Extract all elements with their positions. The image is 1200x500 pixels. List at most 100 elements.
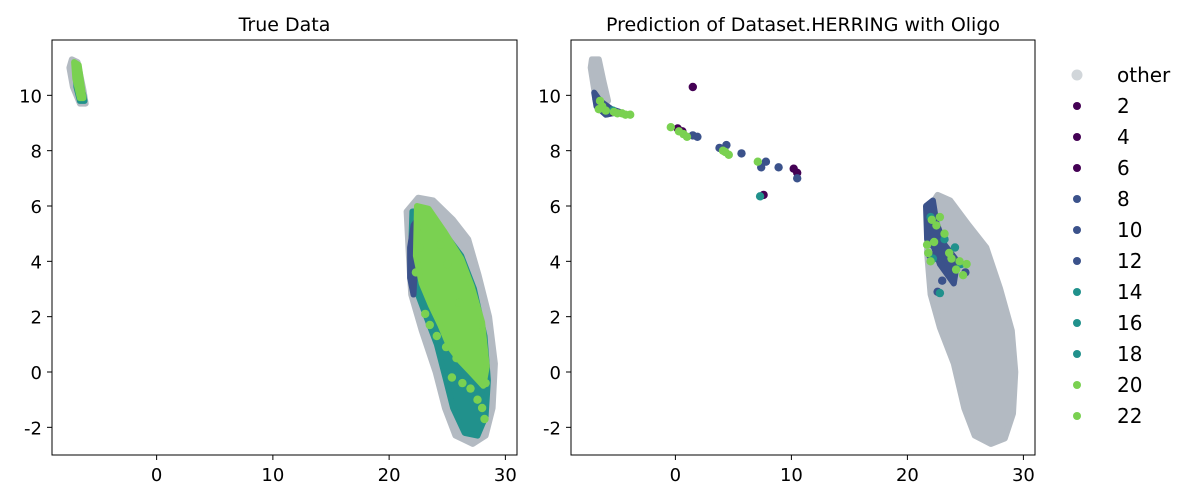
y-tick-label: 0 (31, 363, 42, 384)
data-point-20 (411, 268, 421, 277)
data-point-12 (938, 276, 947, 285)
data-point-20 (447, 373, 457, 382)
data-point-22 (945, 248, 954, 258)
legend-marker-6 (1073, 164, 1081, 172)
data-point-20 (666, 123, 675, 132)
legend-marker-22 (1073, 412, 1081, 420)
data-point-14 (950, 243, 960, 252)
legend-label-6: 6 (1117, 156, 1130, 180)
legend-label-4: 4 (1117, 125, 1130, 149)
y-tick-label: 10 (538, 86, 561, 107)
data-point-20 (926, 257, 935, 266)
point-cloud-20 (412, 203, 490, 389)
data-point-20 (940, 229, 949, 238)
legend-label-16: 16 (1117, 311, 1142, 335)
y-tick-label: 6 (31, 197, 42, 218)
data-point-20 (481, 378, 490, 388)
plot-area (587, 56, 1019, 447)
data-point-22 (929, 237, 939, 247)
data-point-20 (75, 85, 85, 95)
legend-label-12: 12 (1117, 249, 1142, 273)
y-tick-label: -2 (543, 418, 561, 439)
data-point-20 (962, 259, 971, 269)
y-tick-label: 2 (31, 308, 42, 329)
data-point-8 (793, 174, 802, 183)
legend-marker-20 (1073, 381, 1081, 389)
legend-label-18: 18 (1117, 342, 1142, 366)
data-point-20 (753, 157, 762, 166)
x-tick-label: 0 (670, 465, 681, 486)
data-point-20 (432, 331, 441, 341)
data-point-22 (927, 215, 936, 224)
chart-title: True Data (238, 14, 331, 36)
y-tick-label: 4 (550, 252, 561, 273)
legend-label-22: 22 (1117, 404, 1142, 428)
y-tick-label: 8 (31, 142, 42, 163)
y-tick-label: 4 (31, 252, 42, 273)
data-point-20 (477, 403, 487, 413)
legend-marker-18 (1073, 350, 1081, 358)
data-point-22 (721, 147, 730, 157)
legend-marker-2 (1073, 102, 1081, 110)
data-point-22 (594, 105, 603, 114)
data-point-20 (601, 106, 610, 115)
data-point-22 (621, 110, 630, 119)
plot-area (66, 56, 498, 447)
data-point-20 (922, 240, 932, 249)
axes-frame (570, 39, 1036, 456)
data-point-22 (613, 109, 622, 118)
axes-frame (51, 39, 518, 456)
legend-label-20: 20 (1117, 373, 1142, 397)
legend-label-2: 2 (1117, 94, 1130, 118)
data-point-20 (682, 132, 692, 141)
legend-marker-10 (1073, 226, 1081, 234)
data-point-20 (436, 240, 445, 249)
y-tick-label: 6 (550, 197, 561, 218)
data-point-other (931, 276, 940, 285)
data-point-20 (421, 309, 430, 319)
data-point-8 (693, 132, 702, 141)
legend-marker-8 (1073, 195, 1081, 203)
data-point-20 (473, 395, 482, 404)
prediction-panel: 0 10 20 30 -2 0 2 4 6 8 10 Prediction of Dataset.HE… (538, 14, 1036, 486)
data-point-14 (755, 192, 765, 201)
data-point-20 (441, 342, 451, 352)
data-point-2 (688, 82, 697, 92)
chart-title: Prediction of Dataset.HERRING with Oligo (606, 14, 1000, 36)
y-tick-label: -2 (24, 418, 42, 439)
data-point-20 (425, 320, 434, 330)
y-tick-label: 8 (550, 142, 561, 163)
legend-label-8: 8 (1117, 187, 1130, 211)
data-point-20 (454, 298, 464, 307)
legend-label-10: 10 (1117, 218, 1142, 242)
data-point-20 (466, 384, 475, 393)
x-tick-label: 10 (261, 465, 284, 486)
data-point-20 (443, 259, 452, 269)
legend-label-other: other (1117, 63, 1171, 87)
data-point-20 (419, 223, 429, 233)
data-point-22 (955, 257, 964, 266)
data-point-20 (452, 354, 461, 363)
data-point-8 (737, 149, 746, 158)
legend-marker-14 (1073, 288, 1081, 296)
data-point-20 (951, 265, 961, 274)
x-tick-label: 20 (378, 465, 401, 486)
x-tick-label: 20 (896, 465, 919, 486)
legend-marker-16 (1073, 319, 1081, 327)
true-data-panel: 0 10 20 30 -2 0 2 4 6 8 10 True Data (19, 14, 518, 486)
x-tick-label: 0 (151, 465, 162, 486)
legend-marker-4 (1073, 133, 1081, 141)
data-point-20 (480, 414, 489, 424)
data-point-22 (674, 127, 684, 136)
x-tick-label: 30 (1012, 465, 1035, 486)
data-point-8 (761, 157, 771, 166)
y-tick-label: 2 (550, 308, 561, 329)
legend: other 2 4 6 8 10 12 14 16 18 20 22 (1071, 63, 1171, 428)
data-point-22 (935, 212, 945, 222)
legend-label-14: 14 (1117, 280, 1142, 304)
y-tick-label: 0 (550, 363, 561, 384)
x-tick-label: 30 (494, 465, 517, 486)
data-point-22 (924, 248, 933, 258)
data-point-20 (72, 66, 81, 75)
